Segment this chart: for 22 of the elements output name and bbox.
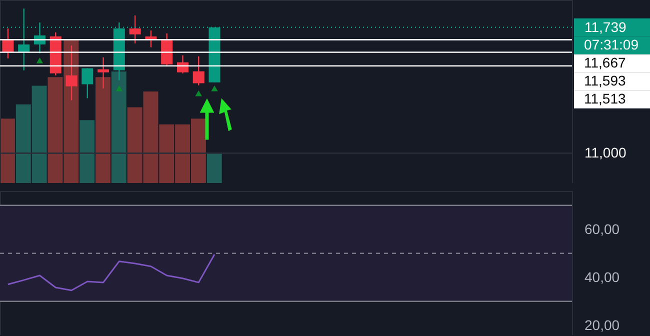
point [195, 90, 202, 96]
line-series [7, 254, 216, 292]
candlestick [82, 68, 94, 99]
candlestick [192, 56, 204, 86]
candlestick [129, 14, 141, 44]
bar [206, 152, 222, 183]
text: 07:31:09 [584, 36, 639, 52]
bar [95, 77, 110, 183]
point [116, 85, 123, 92]
ref-line-label: 11,667 [584, 54, 626, 70]
y-tick-label: 60,00 [584, 220, 620, 237]
ref-line-label: 11,513 [584, 90, 626, 106]
ref-line-label: 11,593 [584, 72, 626, 88]
point [36, 58, 44, 64]
point [211, 85, 218, 92]
y-tick-label: 11,000 [584, 144, 626, 161]
y-tick-label: 11,739 [584, 18, 626, 35]
candlestick [98, 56, 110, 89]
y-tick-label: 40,00 [584, 268, 620, 285]
y-tick-label: 20,00 [584, 316, 620, 333]
bar [0, 118, 15, 183]
bar [80, 120, 95, 183]
